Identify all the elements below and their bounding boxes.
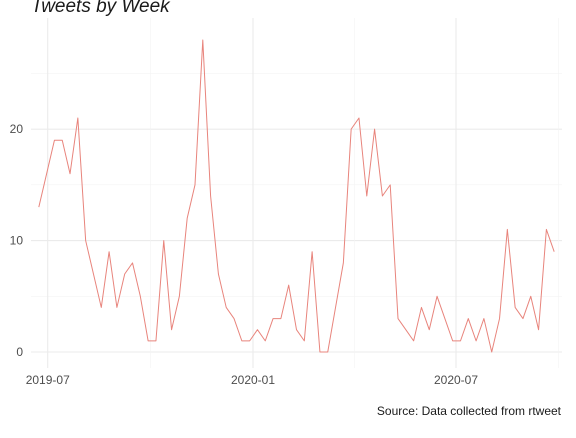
data-point — [451, 340, 453, 342]
data-point — [225, 306, 227, 308]
data-point — [506, 228, 508, 230]
data-point — [342, 262, 344, 264]
data-point — [475, 340, 477, 342]
data-point — [217, 273, 219, 275]
data-point — [233, 317, 235, 319]
data-point — [69, 173, 71, 175]
data-point — [84, 239, 86, 241]
chart-title: Tweets by Week — [31, 0, 170, 17]
data-point — [436, 295, 438, 297]
data-point — [358, 117, 360, 119]
data-point — [77, 117, 79, 119]
series-layer — [38, 39, 555, 353]
data-point — [381, 195, 383, 197]
data-point — [459, 340, 461, 342]
data-point — [209, 195, 211, 197]
data-point — [116, 306, 118, 308]
data-point — [280, 317, 282, 319]
data-point — [444, 317, 446, 319]
data-point — [194, 184, 196, 186]
data-point — [295, 329, 297, 331]
data-point — [202, 39, 204, 41]
data-point — [287, 284, 289, 286]
data-point — [522, 317, 524, 319]
data-point — [53, 139, 55, 141]
data-point — [373, 128, 375, 130]
data-point — [38, 206, 40, 208]
data-point — [131, 262, 133, 264]
data-point — [186, 217, 188, 219]
data-point — [256, 329, 258, 331]
y-tick-label: 10 — [10, 234, 24, 248]
data-point — [412, 340, 414, 342]
data-point — [303, 340, 305, 342]
data-point — [530, 295, 532, 297]
data-point — [155, 340, 157, 342]
data-point — [397, 317, 399, 319]
data-point — [420, 306, 422, 308]
data-point — [170, 329, 172, 331]
x-tick-label: 2020-07 — [434, 373, 478, 387]
data-point — [45, 173, 47, 175]
data-point — [405, 329, 407, 331]
grid-lines — [31, 18, 562, 368]
x-tick-label: 2020-01 — [231, 373, 275, 387]
data-point — [311, 251, 313, 253]
x-tick-label: 2019-07 — [26, 373, 70, 387]
y-tick-label: 20 — [10, 122, 24, 136]
data-point — [514, 306, 516, 308]
data-point — [147, 340, 149, 342]
data-point — [545, 228, 547, 230]
data-point — [178, 295, 180, 297]
data-point — [61, 139, 63, 141]
series-line — [38, 39, 555, 353]
data-point — [498, 317, 500, 319]
data-point — [163, 239, 165, 241]
data-point — [537, 329, 539, 331]
x-axis-tick-labels: 2019-07 2020-01 2020-07 — [26, 373, 479, 387]
data-point — [319, 351, 321, 353]
data-point — [350, 128, 352, 130]
y-tick-label: 0 — [16, 345, 23, 359]
data-point — [366, 195, 368, 197]
data-point — [389, 184, 391, 186]
data-point — [264, 340, 266, 342]
data-point — [334, 306, 336, 308]
data-point — [92, 273, 94, 275]
data-point — [108, 251, 110, 253]
data-point — [248, 340, 250, 342]
data-point — [327, 351, 329, 353]
data-point — [124, 273, 126, 275]
data-point — [553, 251, 555, 253]
data-point — [491, 351, 493, 353]
data-point — [428, 329, 430, 331]
data-point — [467, 317, 469, 319]
data-point — [241, 340, 243, 342]
y-axis-tick-labels: 0 10 20 — [10, 122, 24, 359]
data-point — [100, 306, 102, 308]
data-point — [483, 317, 485, 319]
chart-caption: Source: Data collected from rtweet — [376, 404, 561, 418]
data-point — [139, 295, 141, 297]
data-point — [272, 317, 274, 319]
